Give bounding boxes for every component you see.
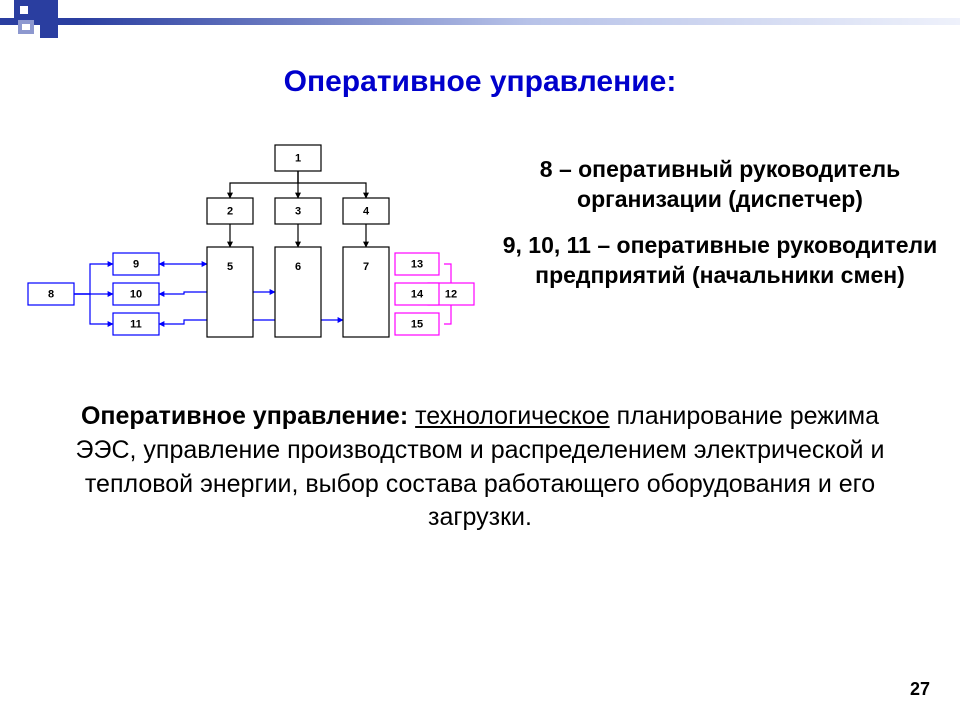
diagram-node-label-1: 1 bbox=[295, 152, 301, 164]
description: Оперативное управление: технологическое … bbox=[60, 400, 900, 535]
diagram-node-label-10: 10 bbox=[130, 288, 142, 300]
diagram-node-label-7: 7 bbox=[363, 261, 369, 273]
slide-title: Оперативное управление: bbox=[0, 65, 960, 99]
legend-line-2: 9, 10, 11 – оперативные руководители пре… bbox=[500, 231, 940, 291]
slide: Оперативное управление: 1234567891011121… bbox=[0, 0, 960, 720]
hierarchy-diagram: 123456789101112131415 bbox=[10, 140, 490, 375]
legend: 8 – оперативный руководитель организации… bbox=[500, 155, 940, 307]
diagram-node-label-11: 11 bbox=[130, 318, 142, 330]
diagram-node-label-15: 15 bbox=[411, 318, 423, 330]
diagram-node-label-12: 12 bbox=[445, 288, 457, 300]
page-number: 27 bbox=[910, 679, 930, 700]
diagram-node-label-14: 14 bbox=[411, 288, 424, 300]
description-underlined: технологическое bbox=[415, 402, 610, 430]
description-lead: Оперативное управление: bbox=[81, 402, 408, 430]
legend-line-1: 8 – оперативный руководитель организации… bbox=[500, 155, 940, 215]
diagram-node-label-6: 6 bbox=[295, 261, 301, 273]
diagram-node-label-3: 3 bbox=[295, 205, 301, 217]
diagram-node-label-8: 8 bbox=[48, 288, 54, 300]
diagram-node-label-4: 4 bbox=[363, 205, 370, 217]
diagram-node-label-2: 2 bbox=[227, 205, 233, 217]
diagram-node-label-5: 5 bbox=[227, 261, 233, 273]
header-decoration bbox=[0, 0, 960, 34]
diagram-node-label-13: 13 bbox=[411, 258, 423, 270]
diagram-node-label-9: 9 bbox=[133, 258, 139, 270]
